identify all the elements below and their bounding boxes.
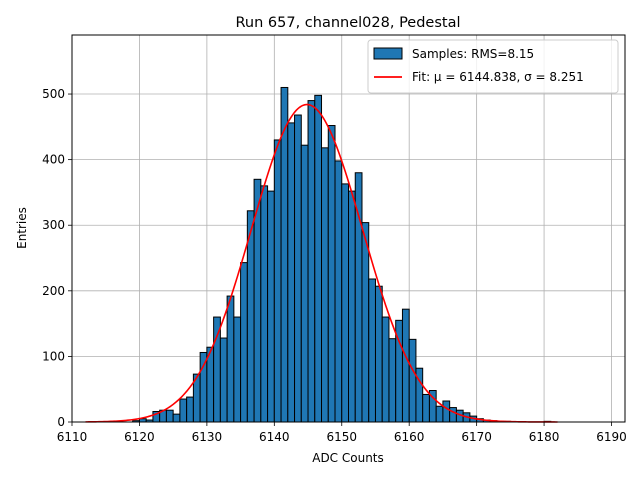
- y-tick-label: 200: [42, 284, 65, 298]
- fit-curve-layer: [85, 103, 558, 423]
- x-tick-label: 6180: [529, 430, 560, 444]
- histogram-bar: [287, 122, 296, 423]
- histogram-bar: [233, 316, 242, 423]
- histogram-bar: [361, 222, 370, 423]
- histogram-bar: [294, 114, 302, 423]
- histogram-bar: [300, 144, 309, 423]
- histogram-bar: [321, 147, 329, 423]
- legend: Samples: RMS=8.15 Fit: μ = 6144.838, σ =…: [367, 39, 619, 94]
- x-tick-label: 6150: [326, 430, 357, 444]
- histogram-bar: [442, 400, 451, 423]
- histogram-bar: [165, 409, 174, 423]
- histogram-bar: [179, 398, 188, 423]
- plot-frame: [71, 34, 626, 423]
- y-tick-label: 300: [42, 218, 65, 232]
- fit-curve: [85, 103, 558, 423]
- histogram-bar: [219, 337, 228, 423]
- histogram-bar: [186, 396, 194, 423]
- histogram-bar: [314, 94, 323, 423]
- y-tick-label: 0: [57, 415, 65, 429]
- x-tick-label: 6160: [394, 430, 425, 444]
- histogram-bar: [226, 295, 235, 423]
- histogram-bar: [401, 308, 410, 423]
- histogram-bar: [307, 100, 316, 423]
- histogram-bar: [280, 86, 289, 423]
- histogram-bar: [381, 316, 390, 423]
- x-tick-label: 6110: [57, 430, 88, 444]
- y-tick-label: 100: [42, 349, 65, 363]
- histogram-bar: [199, 351, 208, 423]
- x-tick-label: 6120: [124, 430, 155, 444]
- legend-fit-label: Fit: μ = 6144.838, σ = 8.251: [412, 70, 584, 84]
- histogram-bar: [334, 160, 343, 423]
- histogram-bars: [132, 86, 552, 423]
- legend-histogram-swatch: [373, 47, 403, 60]
- histogram-bar: [374, 285, 383, 423]
- y-tick-label: 500: [42, 87, 65, 101]
- histogram-bar: [172, 413, 181, 423]
- histogram-bar: [422, 393, 430, 423]
- histogram-bar: [267, 190, 275, 423]
- legend-histogram-label: Samples: RMS=8.15: [412, 47, 534, 61]
- histogram-bar: [449, 407, 457, 423]
- x-axis-ticks: 6110 6120 6130 6140 6150 6160 6170 6180 6190: [57, 422, 627, 444]
- histogram-bar: [273, 139, 282, 423]
- histogram-bar: [240, 262, 248, 423]
- legend-box: [367, 39, 619, 94]
- histogram-bar: [341, 183, 350, 423]
- histogram-bar: [327, 125, 336, 423]
- histogram-bar: [368, 278, 376, 423]
- y-axis-ticks: 0 100 200 300 400 500: [42, 87, 72, 429]
- histogram-bar: [435, 405, 444, 423]
- x-tick-label: 6130: [192, 430, 223, 444]
- x-tick-label: 6170: [461, 430, 492, 444]
- x-tick-label: 6140: [259, 430, 290, 444]
- histogram-bar: [408, 338, 417, 423]
- chart-title: Run 657, channel028, Pedestal: [235, 15, 460, 31]
- histogram-bar: [260, 185, 269, 423]
- x-axis-label: ADC Counts: [312, 451, 384, 465]
- x-tick-label: 6190: [596, 430, 627, 444]
- histogram-bar: [213, 316, 221, 423]
- histogram-bar: [348, 190, 356, 423]
- y-axis-label: Entries: [15, 207, 29, 249]
- y-tick-label: 400: [42, 153, 65, 167]
- histogram-bar: [388, 338, 397, 423]
